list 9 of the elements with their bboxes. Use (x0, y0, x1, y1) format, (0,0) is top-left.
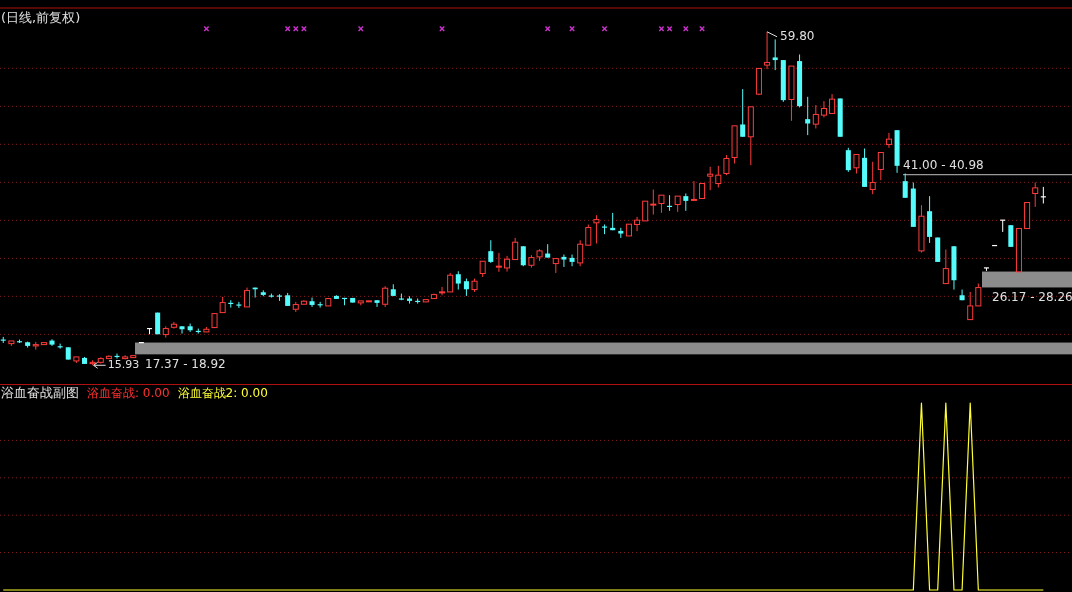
chart-title: (日线,前复权) (1, 9, 81, 25)
band-label: 17.37 - 18.92 (145, 356, 226, 371)
text: 浴血奋战: 0.00 (87, 385, 170, 400)
chart-title: 浴血奋战副图 (1, 384, 79, 400)
band-label: 26.17 - 28.26 (992, 289, 1072, 304)
text: 浴血奋战2: 0.00 (177, 385, 268, 400)
ref-line-label: 41.00 - 40.98 (903, 158, 984, 173)
annotation: 59.80 (780, 29, 815, 44)
annotation: 15.93 (107, 358, 140, 372)
